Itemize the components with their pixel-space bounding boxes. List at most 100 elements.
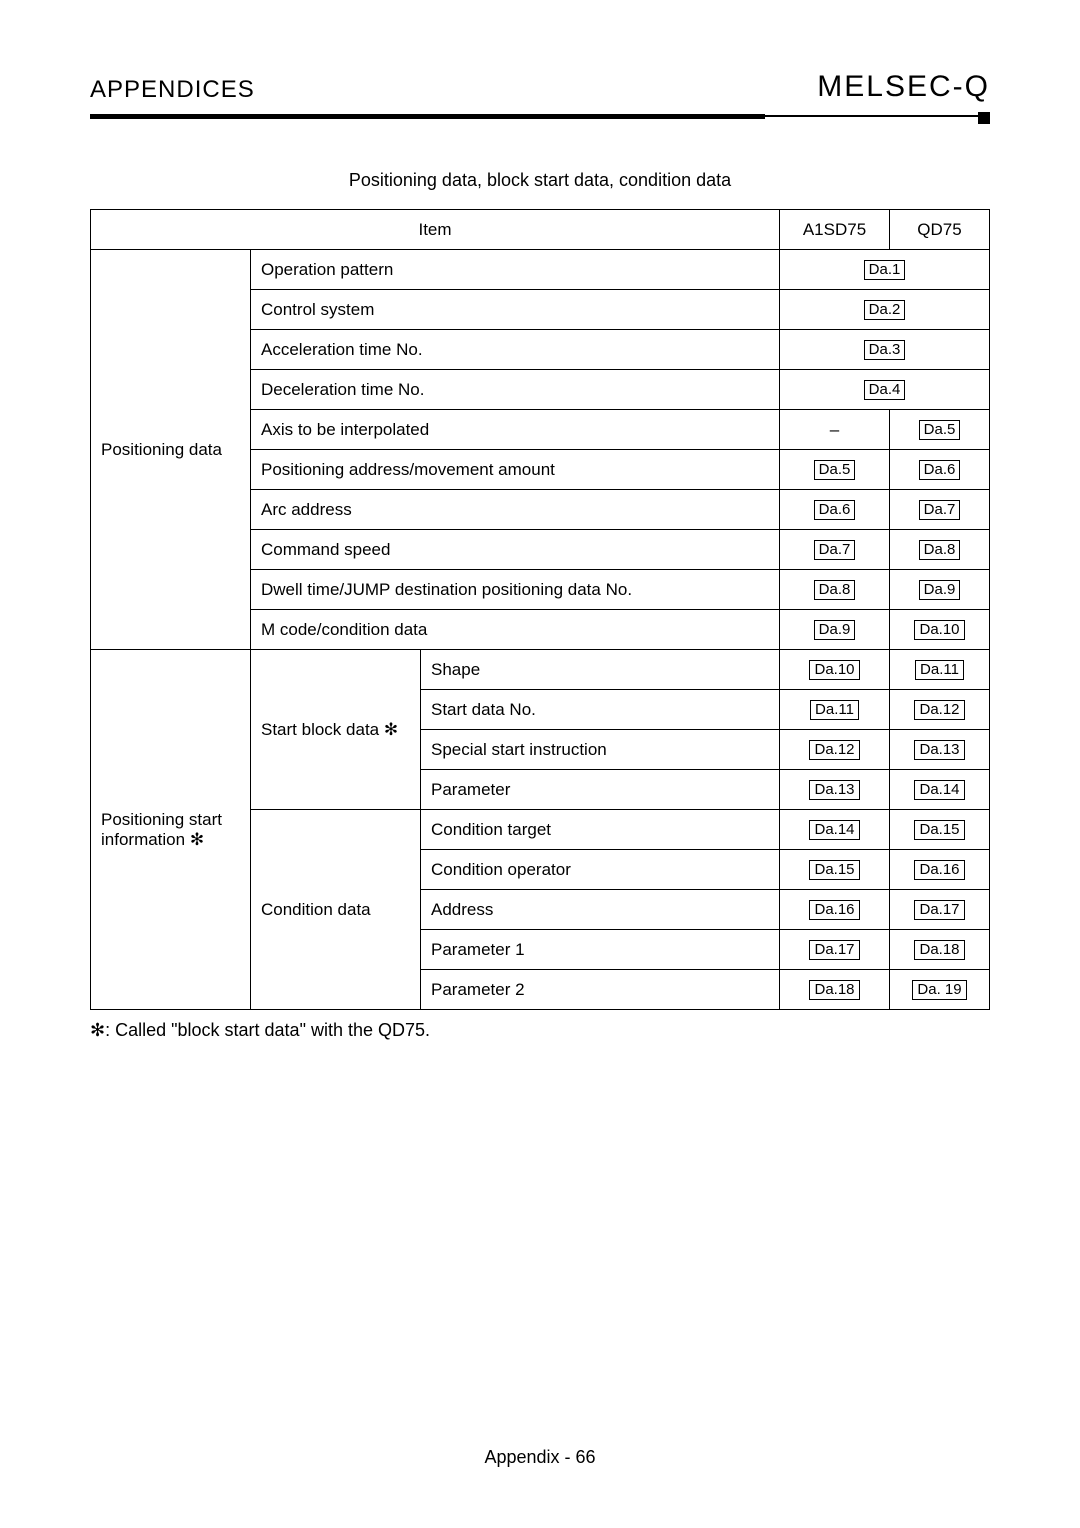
item-cell: Control system [251,290,780,330]
item-cell: Axis to be interpolated [251,410,780,450]
da-cell: Da.8 [780,570,890,610]
item-cell: Acceleration time No. [251,330,780,370]
data-table: Item A1SD75 QD75 Positioning dataOperati… [90,209,990,1010]
subgroup-label-condition-data: Condition data [251,810,421,1010]
da-box: Da.15 [809,860,859,880]
da-cell: Da.5 [780,450,890,490]
page-footer: Appendix - 66 [0,1447,1080,1468]
da-cell-merged: Da.2 [780,290,990,330]
da-cell-merged: Da.3 [780,330,990,370]
subgroup-label-start-block-data: Start block data ✻ [251,650,421,810]
da-cell: Da.9 [890,570,990,610]
col-qd75: QD75 [890,210,990,250]
da-box: Da.6 [814,500,856,520]
da-box: Da.7 [919,500,961,520]
group-label-positioning-start-information: Positioning start information ✻ [91,650,251,1010]
da-cell: – [780,410,890,450]
da-cell: Da.16 [890,850,990,890]
item-cell: Operation pattern [251,250,780,290]
item-cell: Arc address [251,490,780,530]
header-rule [90,112,990,120]
da-cell: Da.5 [890,410,990,450]
item-cell: Command speed [251,530,780,570]
group-label-positioning-data: Positioning data [91,250,251,650]
table-caption: Positioning data, block start data, cond… [90,170,990,191]
da-box: Da.11 [915,660,964,680]
da-cell: Da.8 [890,530,990,570]
da-cell: Da.10 [780,650,890,690]
da-cell: Da.15 [890,810,990,850]
da-box: Da.12 [809,740,859,760]
da-box: Da.9 [814,620,856,640]
da-box: Da.7 [814,540,856,560]
item-cell: Parameter [421,770,780,810]
table-row: Positioning dataOperation patternDa.1 [91,250,990,290]
item-cell: Deceleration time No. [251,370,780,410]
da-cell: Da.12 [780,730,890,770]
da-box: Da.16 [914,860,964,880]
item-cell: Address [421,890,780,930]
da-box: Da.18 [914,940,964,960]
da-cell: Da.14 [890,770,990,810]
da-box: Da.16 [809,900,859,920]
da-cell: Da.11 [890,650,990,690]
item-cell: Positioning address/movement amount [251,450,780,490]
col-item: Item [91,210,780,250]
da-box: Da.17 [914,900,964,920]
da-cell: Da.14 [780,810,890,850]
da-cell: Da.10 [890,610,990,650]
da-cell: Da.15 [780,850,890,890]
da-cell: Da.6 [890,450,990,490]
da-box: Da.17 [809,940,859,960]
da-box: Da.13 [809,780,859,800]
item-cell: Shape [421,650,780,690]
da-box: Da.8 [814,580,856,600]
da-cell: Da.17 [890,890,990,930]
da-cell: Da.18 [780,970,890,1010]
item-cell: Parameter 1 [421,930,780,970]
da-cell: Da.9 [780,610,890,650]
da-cell: Da.13 [890,730,990,770]
item-cell: M code/condition data [251,610,780,650]
da-cell-merged: Da.4 [780,370,990,410]
da-box: Da.5 [814,460,856,480]
da-cell: Da.12 [890,690,990,730]
da-cell: Da.13 [780,770,890,810]
da-box: Da.14 [809,820,859,840]
item-cell: Special start instruction [421,730,780,770]
header-right: MELSEC-Q [817,70,990,104]
da-cell: Da.11 [780,690,890,730]
da-box: Da.8 [919,540,961,560]
da-box: Da.5 [919,420,961,440]
item-cell: Condition target [421,810,780,850]
da-box: Da.9 [919,580,961,600]
da-cell: Da.17 [780,930,890,970]
da-box: Da.13 [914,740,964,760]
da-box: Da.2 [864,300,906,320]
footnote: ✻: Called "block start data" with the QD… [90,1020,990,1041]
item-cell: Dwell time/JUMP destination positioning … [251,570,780,610]
table-header-row: Item A1SD75 QD75 [91,210,990,250]
da-box: Da.15 [914,820,964,840]
item-cell: Condition operator [421,850,780,890]
da-box: Da. 19 [912,980,966,1000]
da-box: Da.12 [914,700,964,720]
da-box: Da.14 [914,780,964,800]
item-cell: Start data No. [421,690,780,730]
da-cell: Da.18 [890,930,990,970]
da-cell-merged: Da.1 [780,250,990,290]
da-box: Da.10 [914,620,964,640]
table-row: Positioning start information ✻Start blo… [91,650,990,690]
da-box: Da.18 [809,980,859,1000]
header-left: APPENDICES [90,76,255,104]
da-cell: Da.6 [780,490,890,530]
da-box: Da.11 [810,700,859,720]
da-cell: Da.7 [890,490,990,530]
col-a1sd75: A1SD75 [780,210,890,250]
da-cell: Da.16 [780,890,890,930]
da-box: Da.1 [864,260,906,280]
da-box: Da.3 [864,340,906,360]
da-box: Da.4 [864,380,906,400]
da-cell: Da.7 [780,530,890,570]
da-cell: Da. 19 [890,970,990,1010]
